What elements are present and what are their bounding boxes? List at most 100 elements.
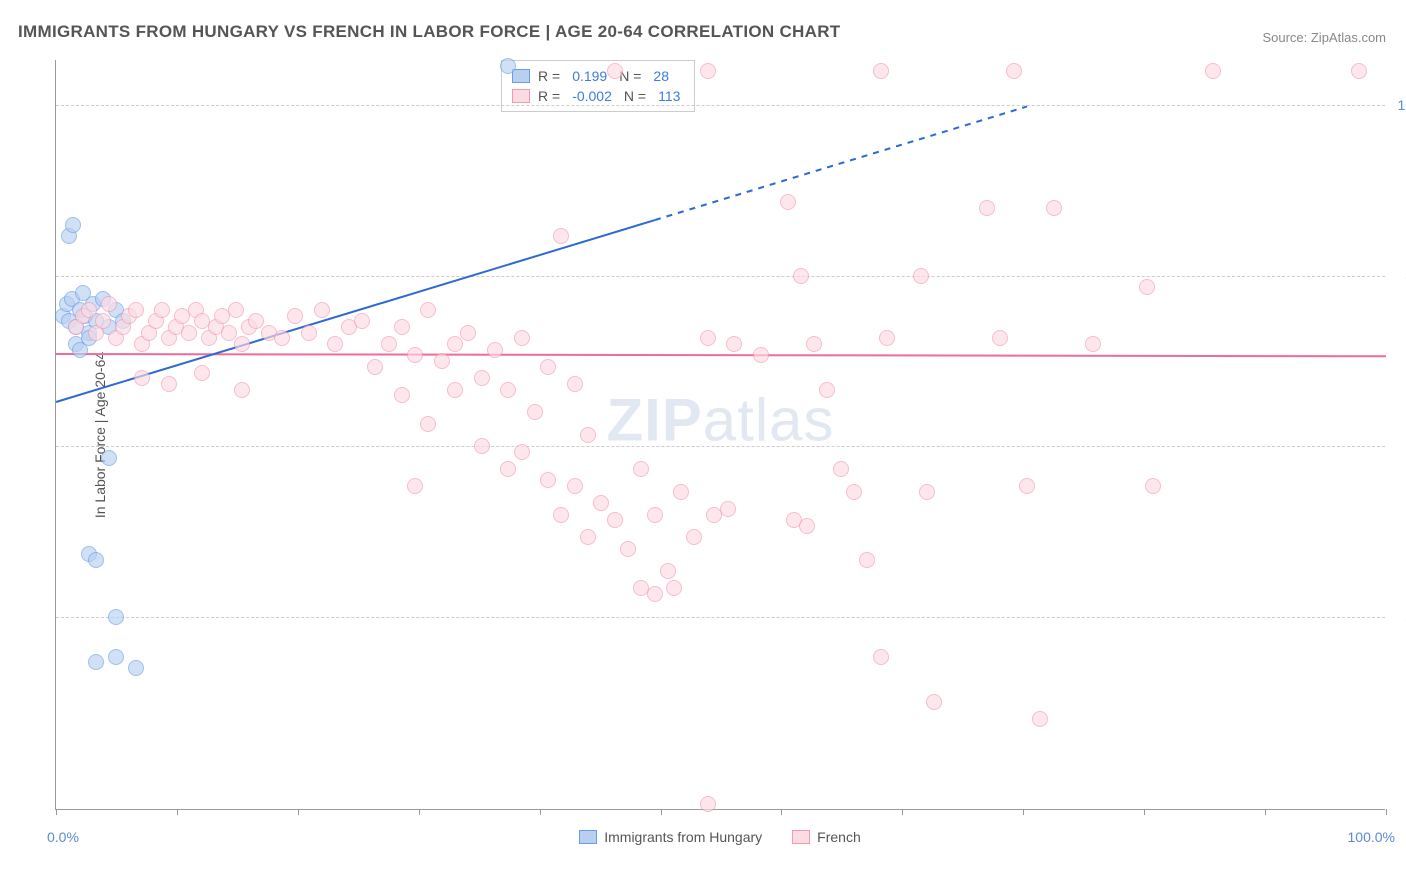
data-point bbox=[1046, 200, 1062, 216]
data-point bbox=[460, 325, 476, 341]
data-point bbox=[919, 484, 935, 500]
data-point bbox=[859, 552, 875, 568]
legend-row: R =-0.002N =113 bbox=[512, 86, 684, 106]
y-tick-label: 100.0% bbox=[1398, 97, 1406, 113]
data-point bbox=[992, 330, 1008, 346]
data-point bbox=[793, 268, 809, 284]
data-point bbox=[514, 330, 530, 346]
legend-r-label: R = bbox=[538, 88, 560, 104]
data-point bbox=[500, 382, 516, 398]
data-point bbox=[474, 370, 490, 386]
x-tick bbox=[56, 809, 57, 815]
x-tick bbox=[419, 809, 420, 815]
data-point bbox=[234, 336, 250, 352]
data-point bbox=[833, 461, 849, 477]
data-point bbox=[500, 461, 516, 477]
data-point bbox=[726, 336, 742, 352]
x-tick bbox=[1265, 809, 1266, 815]
legend-r-label: R = bbox=[538, 68, 560, 84]
data-point bbox=[780, 194, 796, 210]
data-point bbox=[607, 63, 623, 79]
legend-n-value: 28 bbox=[649, 68, 673, 84]
x-tick bbox=[1144, 809, 1145, 815]
data-point bbox=[580, 529, 596, 545]
watermark: ZIPatlas bbox=[606, 385, 834, 454]
data-point bbox=[553, 228, 569, 244]
plot-region: ZIPatlas R =0.199N =28R =-0.002N =113 55… bbox=[55, 60, 1385, 810]
data-point bbox=[673, 484, 689, 500]
data-point bbox=[1145, 478, 1161, 494]
data-point bbox=[686, 529, 702, 545]
data-point bbox=[540, 359, 556, 375]
data-point bbox=[314, 302, 330, 318]
data-point bbox=[108, 649, 124, 665]
data-point bbox=[819, 382, 835, 398]
data-point bbox=[128, 660, 144, 676]
data-point bbox=[487, 342, 503, 358]
x-tick bbox=[1023, 809, 1024, 815]
data-point bbox=[88, 654, 104, 670]
data-point bbox=[354, 313, 370, 329]
chart-area: In Labor Force | Age 20-64 ZIPatlas R =0… bbox=[55, 60, 1385, 810]
data-point bbox=[873, 649, 889, 665]
data-point bbox=[248, 313, 264, 329]
legend-r-value: 0.199 bbox=[568, 68, 611, 84]
chart-title: IMMIGRANTS FROM HUNGARY VS FRENCH IN LAB… bbox=[18, 22, 840, 42]
data-point bbox=[666, 580, 682, 596]
data-point bbox=[394, 319, 410, 335]
x-tick bbox=[781, 809, 782, 815]
data-point bbox=[567, 376, 583, 392]
source-attribution: Source: ZipAtlas.com bbox=[1262, 30, 1386, 45]
data-point bbox=[593, 495, 609, 511]
legend-row: R =0.199N =28 bbox=[512, 66, 684, 86]
data-point bbox=[1085, 336, 1101, 352]
data-point bbox=[806, 336, 822, 352]
data-point bbox=[1019, 478, 1035, 494]
data-point bbox=[1205, 63, 1221, 79]
data-point bbox=[447, 382, 463, 398]
data-point bbox=[101, 450, 117, 466]
data-point bbox=[181, 325, 197, 341]
legend-swatch bbox=[512, 69, 530, 83]
data-point bbox=[926, 694, 942, 710]
data-point bbox=[221, 325, 237, 341]
data-point bbox=[647, 586, 663, 602]
data-point bbox=[879, 330, 895, 346]
gridline bbox=[56, 617, 1385, 618]
data-point bbox=[580, 427, 596, 443]
data-point bbox=[1006, 63, 1022, 79]
data-point bbox=[274, 330, 290, 346]
gridline bbox=[56, 446, 1385, 447]
legend-r-value: -0.002 bbox=[568, 88, 616, 104]
data-point bbox=[381, 336, 397, 352]
data-point bbox=[234, 382, 250, 398]
x-tick bbox=[902, 809, 903, 815]
legend-swatch bbox=[579, 830, 597, 844]
data-point bbox=[128, 302, 144, 318]
watermark-light: atlas bbox=[703, 386, 835, 453]
data-point bbox=[81, 302, 97, 318]
data-point bbox=[108, 609, 124, 625]
data-point bbox=[447, 336, 463, 352]
data-point bbox=[620, 541, 636, 557]
data-point bbox=[514, 444, 530, 460]
legend-item: Immigrants from Hungary bbox=[579, 829, 762, 845]
data-point bbox=[567, 478, 583, 494]
x-tick bbox=[661, 809, 662, 815]
trendline bbox=[56, 353, 1386, 357]
data-point bbox=[394, 387, 410, 403]
data-point bbox=[301, 325, 317, 341]
data-point bbox=[1351, 63, 1367, 79]
data-point bbox=[407, 347, 423, 363]
data-point bbox=[1032, 711, 1048, 727]
data-point bbox=[633, 461, 649, 477]
data-point bbox=[700, 63, 716, 79]
legend-n-value: 113 bbox=[654, 88, 684, 104]
data-point bbox=[134, 370, 150, 386]
series-legend: Immigrants from HungaryFrench bbox=[55, 829, 1385, 845]
data-point bbox=[979, 200, 995, 216]
data-point bbox=[647, 507, 663, 523]
data-point bbox=[434, 353, 450, 369]
legend-label: Immigrants from Hungary bbox=[604, 829, 762, 845]
data-point bbox=[420, 302, 436, 318]
